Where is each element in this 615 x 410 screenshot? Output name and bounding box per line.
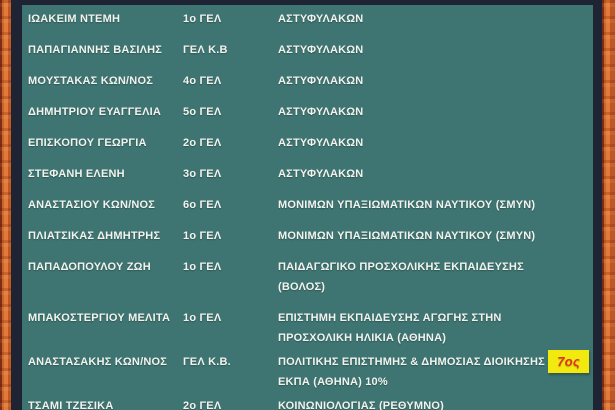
school: 1ο ΓΕΛ bbox=[183, 312, 222, 324]
school: 5ο ΓΕΛ bbox=[183, 106, 222, 118]
table-row: ΣΤΕΦΑΝΗ ΕΛΕΝΗ 3ο ΓΕΛ ΑΣΤΥΦΥΛΑΚΩΝ bbox=[28, 164, 593, 184]
table-row: ΠΑΠΑΓΙΑΝΝΗΣ ΒΑΣΙΛΗΣ ΓΕΛ Κ.Β ΑΣΤΥΦΥΛΑΚΩΝ bbox=[28, 40, 593, 60]
department: ΑΣΤΥΦΥΛΑΚΩΝ bbox=[278, 168, 364, 180]
department: ΕΠΙΣΤΗΜΗ ΕΚΠΑΙΔΕΥΣΗΣ ΑΓΩΓΗΣ ΣΤΗΝ ΠΡΟΣΧΟΛ… bbox=[278, 312, 502, 344]
table-row: ΠΛΙΑΤΣΙΚΑΣ ΔΗΜΗΤΡΗΣ 1ο ΓΕΛ ΜΟΝΙΜΩΝ ΥΠΑΞΙ… bbox=[28, 226, 593, 246]
student-name: ΑΝΑΣΤΑΣΑΚΗΣ ΚΩΝ/ΝΟΣ bbox=[28, 356, 168, 368]
results-table: ΙΩΑΚΕΙΜ ΝΤΕΜΗ 1ο ΓΕΛ ΑΣΤΥΦΥΛΑΚΩΝ ΠΑΠΑΓΙΑ… bbox=[22, 5, 593, 410]
department: ΠΟΛΙΤΙΚΗΣ ΕΠΙΣΤΗΜΗΣ & ΔΗΜΟΣΙΑΣ ΔΙΟΙΚΗΣΗΣ… bbox=[278, 356, 545, 388]
school: 4ο ΓΕΛ bbox=[183, 75, 222, 87]
department: ΑΣΤΥΦΥΛΑΚΩΝ bbox=[278, 137, 364, 149]
table-row: ΤΣΑΜΙ ΤΖΕΣΙΚΑ 2ο ΓΕΛ ΚΟΙΝΩΝΙΟΛΟΓΙΑΣ (ΡΕΘ… bbox=[28, 396, 593, 410]
table-row: ΑΝΑΣΤΑΣΙΟΥ ΚΩΝ/ΝΟΣ 6ο ΓΕΛ ΜΟΝΙΜΩΝ ΥΠΑΞΙΩ… bbox=[28, 195, 593, 215]
school: 1ο ΓΕΛ bbox=[183, 13, 222, 25]
table-row: ΜΟΥΣΤΑΚΑΣ ΚΩΝ/ΝΟΣ 4ο ΓΕΛ ΑΣΤΥΦΥΛΑΚΩΝ bbox=[28, 71, 593, 91]
department: ΜΟΝΙΜΩΝ ΥΠΑΞΙΩΜΑΤΙΚΩΝ ΝΑΥΤΙΚΟΥ (ΣΜΥΝ) bbox=[278, 199, 536, 211]
department: ΑΣΤΥΦΥΛΑΚΩΝ bbox=[278, 44, 364, 56]
table-row: ΠΑΠΑΔΟΠΟΥΛΟΥ ΖΩΗ 1ο ΓΕΛ ΠΑΙΔΑΓΩΓΙΚΟ ΠΡΟΣ… bbox=[28, 257, 593, 297]
student-name: ΣΤΕΦΑΝΗ ΕΛΕΝΗ bbox=[28, 168, 125, 180]
school: 1ο ΓΕΛ bbox=[183, 261, 222, 273]
student-name: ΜΟΥΣΤΑΚΑΣ ΚΩΝ/ΝΟΣ bbox=[28, 75, 154, 87]
table-row: ΙΩΑΚΕΙΜ ΝΤΕΜΗ 1ο ΓΕΛ ΑΣΤΥΦΥΛΑΚΩΝ bbox=[28, 9, 593, 29]
student-name: ΑΝΑΣΤΑΣΙΟΥ ΚΩΝ/ΝΟΣ bbox=[28, 199, 156, 211]
student-name: ΠΑΠΑΓΙΑΝΝΗΣ ΒΑΣΙΛΗΣ bbox=[28, 44, 163, 56]
school: 2ο ΓΕΛ bbox=[183, 400, 222, 410]
department: ΑΣΤΥΦΥΛΑΚΩΝ bbox=[278, 13, 364, 25]
school: 1ο ΓΕΛ bbox=[183, 230, 222, 242]
student-name: ΜΠΑΚΟΣΤΕΡΓΙΟΥ ΜΕΛΙΤΑ bbox=[28, 312, 171, 324]
table-row: ΕΠΙΣΚΟΠΟΥ ΓΕΩΡΓΙΑ 2ο ΓΕΛ ΑΣΤΥΦΥΛΑΚΩΝ bbox=[28, 133, 593, 153]
school: 3ο ΓΕΛ bbox=[183, 168, 222, 180]
wood-frame-left bbox=[0, 0, 11, 410]
department: ΑΣΤΥΦΥΛΑΚΩΝ bbox=[278, 75, 364, 87]
student-name: ΙΩΑΚΕΙΜ ΝΤΕΜΗ bbox=[28, 13, 121, 25]
inner-band-top bbox=[11, 0, 602, 5]
inner-band-left bbox=[11, 0, 22, 410]
student-name: ΠΑΠΑΔΟΠΟΥΛΟΥ ΖΩΗ bbox=[28, 261, 151, 273]
student-name: ΔΗΜΗΤΡΙΟΥ ΕΥΑΓΓΕΛΙΑ bbox=[28, 106, 162, 118]
student-name: ΠΛΙΑΤΣΙΚΑΣ ΔΗΜΗΤΡΗΣ bbox=[28, 230, 161, 242]
department: ΜΟΝΙΜΩΝ ΥΠΑΞΙΩΜΑΤΙΚΩΝ ΝΑΥΤΙΚΟΥ (ΣΜΥΝ) bbox=[278, 230, 536, 242]
wood-frame-right bbox=[602, 0, 615, 410]
table-row: ΑΝΑΣΤΑΣΑΚΗΣ ΚΩΝ/ΝΟΣ ΓΕΛ Κ.Β. ΠΟΛΙΤΙΚΗΣ Ε… bbox=[28, 350, 593, 392]
department: ΠΑΙΔΑΓΩΓΙΚΟ ΠΡΟΣΧΟΛΙΚΗΣ ΕΚΠΑΙΔΕΥΣΗΣ (ΒΟΛ… bbox=[278, 261, 524, 293]
table-row: ΔΗΜΗΤΡΙΟΥ ΕΥΑΓΓΕΛΙΑ 5ο ΓΕΛ ΑΣΤΥΦΥΛΑΚΩΝ bbox=[28, 102, 593, 122]
student-name: ΤΣΑΜΙ ΤΖΕΣΙΚΑ bbox=[28, 400, 114, 410]
school: 6ο ΓΕΛ bbox=[183, 199, 222, 211]
department: ΚΟΙΝΩΝΙΟΛΟΓΙΑΣ (ΡΕΘΥΜΝΟ) bbox=[278, 400, 444, 410]
table-row: ΜΠΑΚΟΣΤΕΡΓΙΟΥ ΜΕΛΙΤΑ 1ο ΓΕΛ ΕΠΙΣΤΗΜΗ ΕΚΠ… bbox=[28, 308, 593, 348]
department: ΑΣΤΥΦΥΛΑΚΩΝ bbox=[278, 106, 364, 118]
rank-badge: 7ος bbox=[548, 350, 589, 373]
school: ΓΕΛ Κ.Β bbox=[183, 44, 228, 56]
school: ΓΕΛ Κ.Β. bbox=[183, 356, 231, 368]
inner-band-right bbox=[593, 0, 602, 410]
student-name: ΕΠΙΣΚΟΠΟΥ ΓΕΩΡΓΙΑ bbox=[28, 137, 147, 149]
school: 2ο ΓΕΛ bbox=[183, 137, 222, 149]
